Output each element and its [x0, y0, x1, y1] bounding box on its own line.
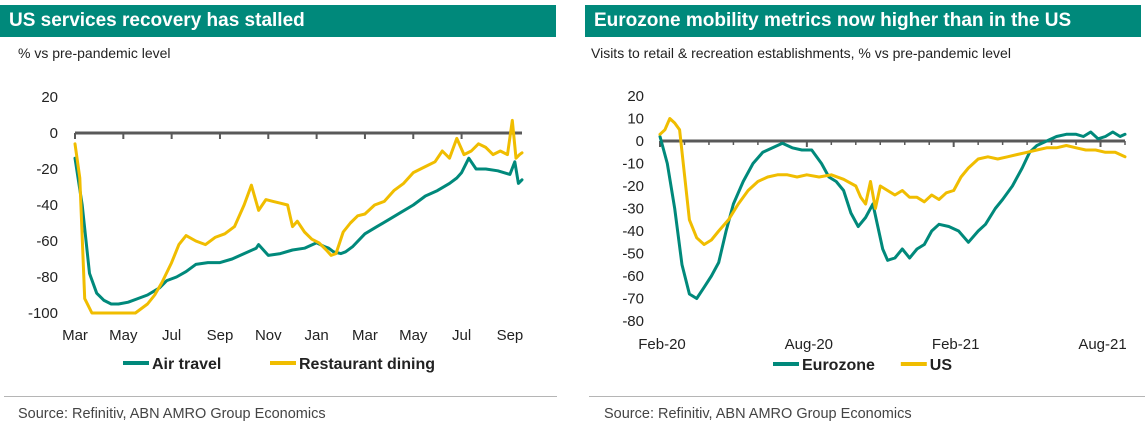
- legend-label-eurozone: Eurozone: [802, 357, 875, 374]
- legend-label-restaurant-dining: Restaurant dining: [299, 356, 435, 373]
- right-chart-title: Eurozone mobility metrics now higher tha…: [585, 5, 1141, 37]
- y-tick-label: -50: [622, 246, 644, 263]
- right-chart-subtitle: Visits to retail & recreation establishm…: [591, 45, 1011, 61]
- y-tick-label: 10: [627, 111, 644, 128]
- x-tick-label: Aug-21: [1078, 336, 1126, 353]
- left-chart-panel: US services recovery has stalled % vs pr…: [0, 0, 560, 430]
- right-divider: [589, 396, 1145, 397]
- y-tick-label: -40: [36, 197, 58, 214]
- series-line-air-travel: [73, 156, 524, 306]
- y-tick-label: 0: [636, 133, 644, 150]
- y-tick-label: -60: [36, 233, 58, 250]
- left-source-note: Source: Refinitiv, ABN AMRO Group Econom…: [18, 406, 326, 422]
- x-tick-label: May: [109, 327, 138, 344]
- y-tick-label: -80: [622, 313, 644, 330]
- y-tick-label: -10: [622, 156, 644, 173]
- y-tick-label: -30: [622, 201, 644, 218]
- x-tick-label: Jul: [452, 327, 471, 344]
- x-tick-label: May: [399, 327, 428, 344]
- right-chart-svg: 20 10 0 -10 -20 -30 -40 -50 -60 -70 -80 Feb-20 Aug-2…: [622, 88, 1127, 374]
- x-tick-label: Jan: [305, 327, 329, 344]
- y-tick-label: -20: [36, 161, 58, 178]
- y-tick-label: -100: [28, 305, 58, 322]
- y-tick-label: -60: [622, 268, 644, 285]
- y-tick-label: -70: [622, 291, 644, 308]
- y-tick-label: 20: [41, 89, 58, 106]
- legend-label-us: US: [930, 357, 953, 374]
- right-chart-panel: Eurozone mobility metrics now higher tha…: [585, 0, 1147, 430]
- y-tick-label: 0: [50, 125, 58, 142]
- right-source-note: Source: Refinitiv, ABN AMRO Group Econom…: [604, 406, 912, 422]
- x-tick-label: Aug-20: [785, 336, 833, 353]
- x-tick-label: Mar: [62, 327, 88, 344]
- y-tick-label: -20: [622, 178, 644, 195]
- series-line-restaurant-dining: [73, 118, 524, 315]
- x-tick-label: Jul: [162, 327, 181, 344]
- x-tick-label: Mar: [352, 327, 378, 344]
- legend-label-air-travel: Air travel: [152, 356, 221, 373]
- y-tick-label: -80: [36, 269, 58, 286]
- y-tick-label: -40: [622, 223, 644, 240]
- y-tick-label: 20: [627, 88, 644, 105]
- x-tick-label: Feb-20: [638, 336, 686, 353]
- x-tick-label: Feb-21: [932, 336, 980, 353]
- left-chart-subtitle: % vs pre-pandemic level: [18, 45, 171, 61]
- x-tick-label: Sep: [207, 327, 234, 344]
- left-chart-title: US services recovery has stalled: [0, 5, 556, 37]
- x-tick-label: Nov: [255, 327, 282, 344]
- series-line-us: [658, 117, 1127, 246]
- x-tick-label: Sep: [497, 327, 524, 344]
- left-divider: [4, 396, 557, 397]
